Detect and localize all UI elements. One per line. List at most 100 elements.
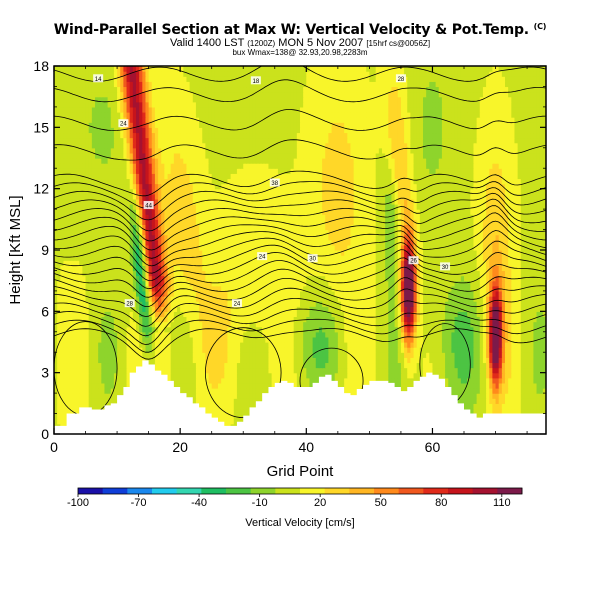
field-cell: [492, 362, 497, 369]
field-cell: [303, 275, 307, 282]
field-cell: [236, 336, 241, 343]
field-cell: [539, 306, 544, 312]
field-cell: [230, 352, 235, 358]
field-cell: [369, 352, 374, 358]
field-cell: [132, 306, 137, 312]
field-cell: [136, 336, 140, 343]
field-cell: [523, 352, 528, 358]
field-cell: [508, 347, 512, 353]
field-cell: [132, 331, 137, 338]
field-cell: [192, 388, 197, 394]
field-cell: [372, 347, 377, 353]
field-cell: [63, 352, 68, 358]
field-cell: [252, 398, 257, 404]
field-cell: [259, 331, 263, 338]
field-cell: [95, 311, 99, 318]
field-cell: [170, 316, 175, 323]
field-cell: [432, 336, 437, 343]
field-cell: [195, 342, 200, 348]
field-cell: [470, 347, 475, 353]
field-cell: [498, 342, 503, 348]
field-cell: [432, 331, 437, 338]
field-cell: [243, 362, 247, 369]
field-cell: [293, 275, 298, 282]
field-cell: [167, 377, 172, 384]
field-cell: [252, 352, 257, 358]
field-cell: [195, 388, 200, 394]
field-cell: [318, 296, 323, 302]
field-cell: [312, 311, 317, 318]
field-cell: [375, 301, 380, 307]
field-cell: [199, 398, 203, 404]
field-cell: [445, 347, 449, 353]
field-cell: [315, 275, 320, 282]
field-cell: [306, 285, 311, 292]
field-cell: [161, 357, 165, 364]
field-cell: [410, 306, 415, 312]
field-cell: [79, 301, 83, 307]
field-cell: [255, 316, 260, 323]
field-cell: [268, 342, 273, 348]
field-cell: [419, 280, 424, 287]
field-cell: [173, 352, 178, 358]
field-cell: [501, 280, 506, 287]
field-cell: [246, 321, 251, 328]
field-cell: [268, 326, 273, 333]
field-cell: [224, 393, 229, 399]
field-cell: [123, 331, 128, 338]
field-cell: [464, 336, 468, 343]
field-cell: [63, 285, 68, 292]
field-cell: [400, 352, 405, 358]
field-cell: [177, 372, 181, 379]
field-cell: [451, 347, 456, 353]
field-cell: [413, 296, 418, 302]
field-cell: [186, 347, 191, 353]
field-cell: [60, 311, 65, 318]
field-cell: [378, 285, 383, 292]
field-cell: [79, 331, 83, 338]
field-cell: [419, 321, 424, 328]
field-cell: [539, 357, 544, 364]
field-cell: [293, 372, 298, 379]
field-cell: [476, 362, 481, 369]
field-cell: [337, 372, 342, 379]
field-cell: [479, 382, 484, 389]
field-cell: [482, 316, 487, 323]
field-cell: [473, 372, 478, 379]
field-cell: [539, 377, 544, 384]
field-cell: [183, 347, 188, 353]
field-cell: [236, 393, 241, 399]
field-cell: [400, 290, 405, 297]
field-cell: [520, 301, 525, 307]
field-cell: [277, 336, 282, 343]
field-cell: [249, 306, 254, 312]
field-cell: [199, 316, 203, 323]
field-cell: [76, 377, 80, 384]
field-cell: [113, 301, 118, 307]
field-cell: [271, 296, 276, 302]
field-cell: [158, 352, 162, 358]
field-cell: [69, 331, 74, 338]
field-cell: [76, 352, 80, 358]
field-cell: [199, 321, 203, 328]
field-cell: [57, 413, 61, 420]
field-cell: [331, 336, 336, 343]
field-cell: [265, 285, 270, 292]
field-cell: [341, 275, 345, 282]
field-cell: [404, 347, 408, 353]
field-cell: [366, 331, 370, 338]
field-cell: [284, 377, 288, 384]
field-cell: [69, 398, 74, 404]
field-cell: [287, 347, 292, 353]
field-cell: [309, 280, 314, 287]
field-cell: [296, 326, 301, 333]
field-cell: [218, 393, 222, 399]
field-cell: [296, 372, 301, 379]
field-cell: [318, 331, 323, 338]
field-cell: [287, 367, 292, 374]
field-cell: [218, 382, 222, 389]
field-cell: [366, 357, 370, 364]
field-cell: [139, 306, 143, 312]
field-cell: [132, 316, 137, 323]
field-cell: [520, 377, 525, 384]
